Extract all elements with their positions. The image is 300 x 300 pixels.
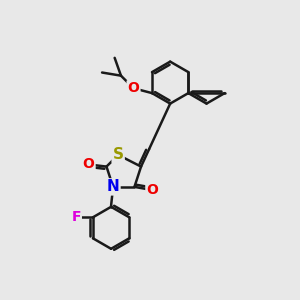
Text: S: S xyxy=(113,147,124,162)
Text: O: O xyxy=(83,158,94,172)
Text: N: N xyxy=(107,179,119,194)
Text: F: F xyxy=(71,210,81,224)
Text: O: O xyxy=(128,81,140,95)
Text: O: O xyxy=(146,183,158,197)
